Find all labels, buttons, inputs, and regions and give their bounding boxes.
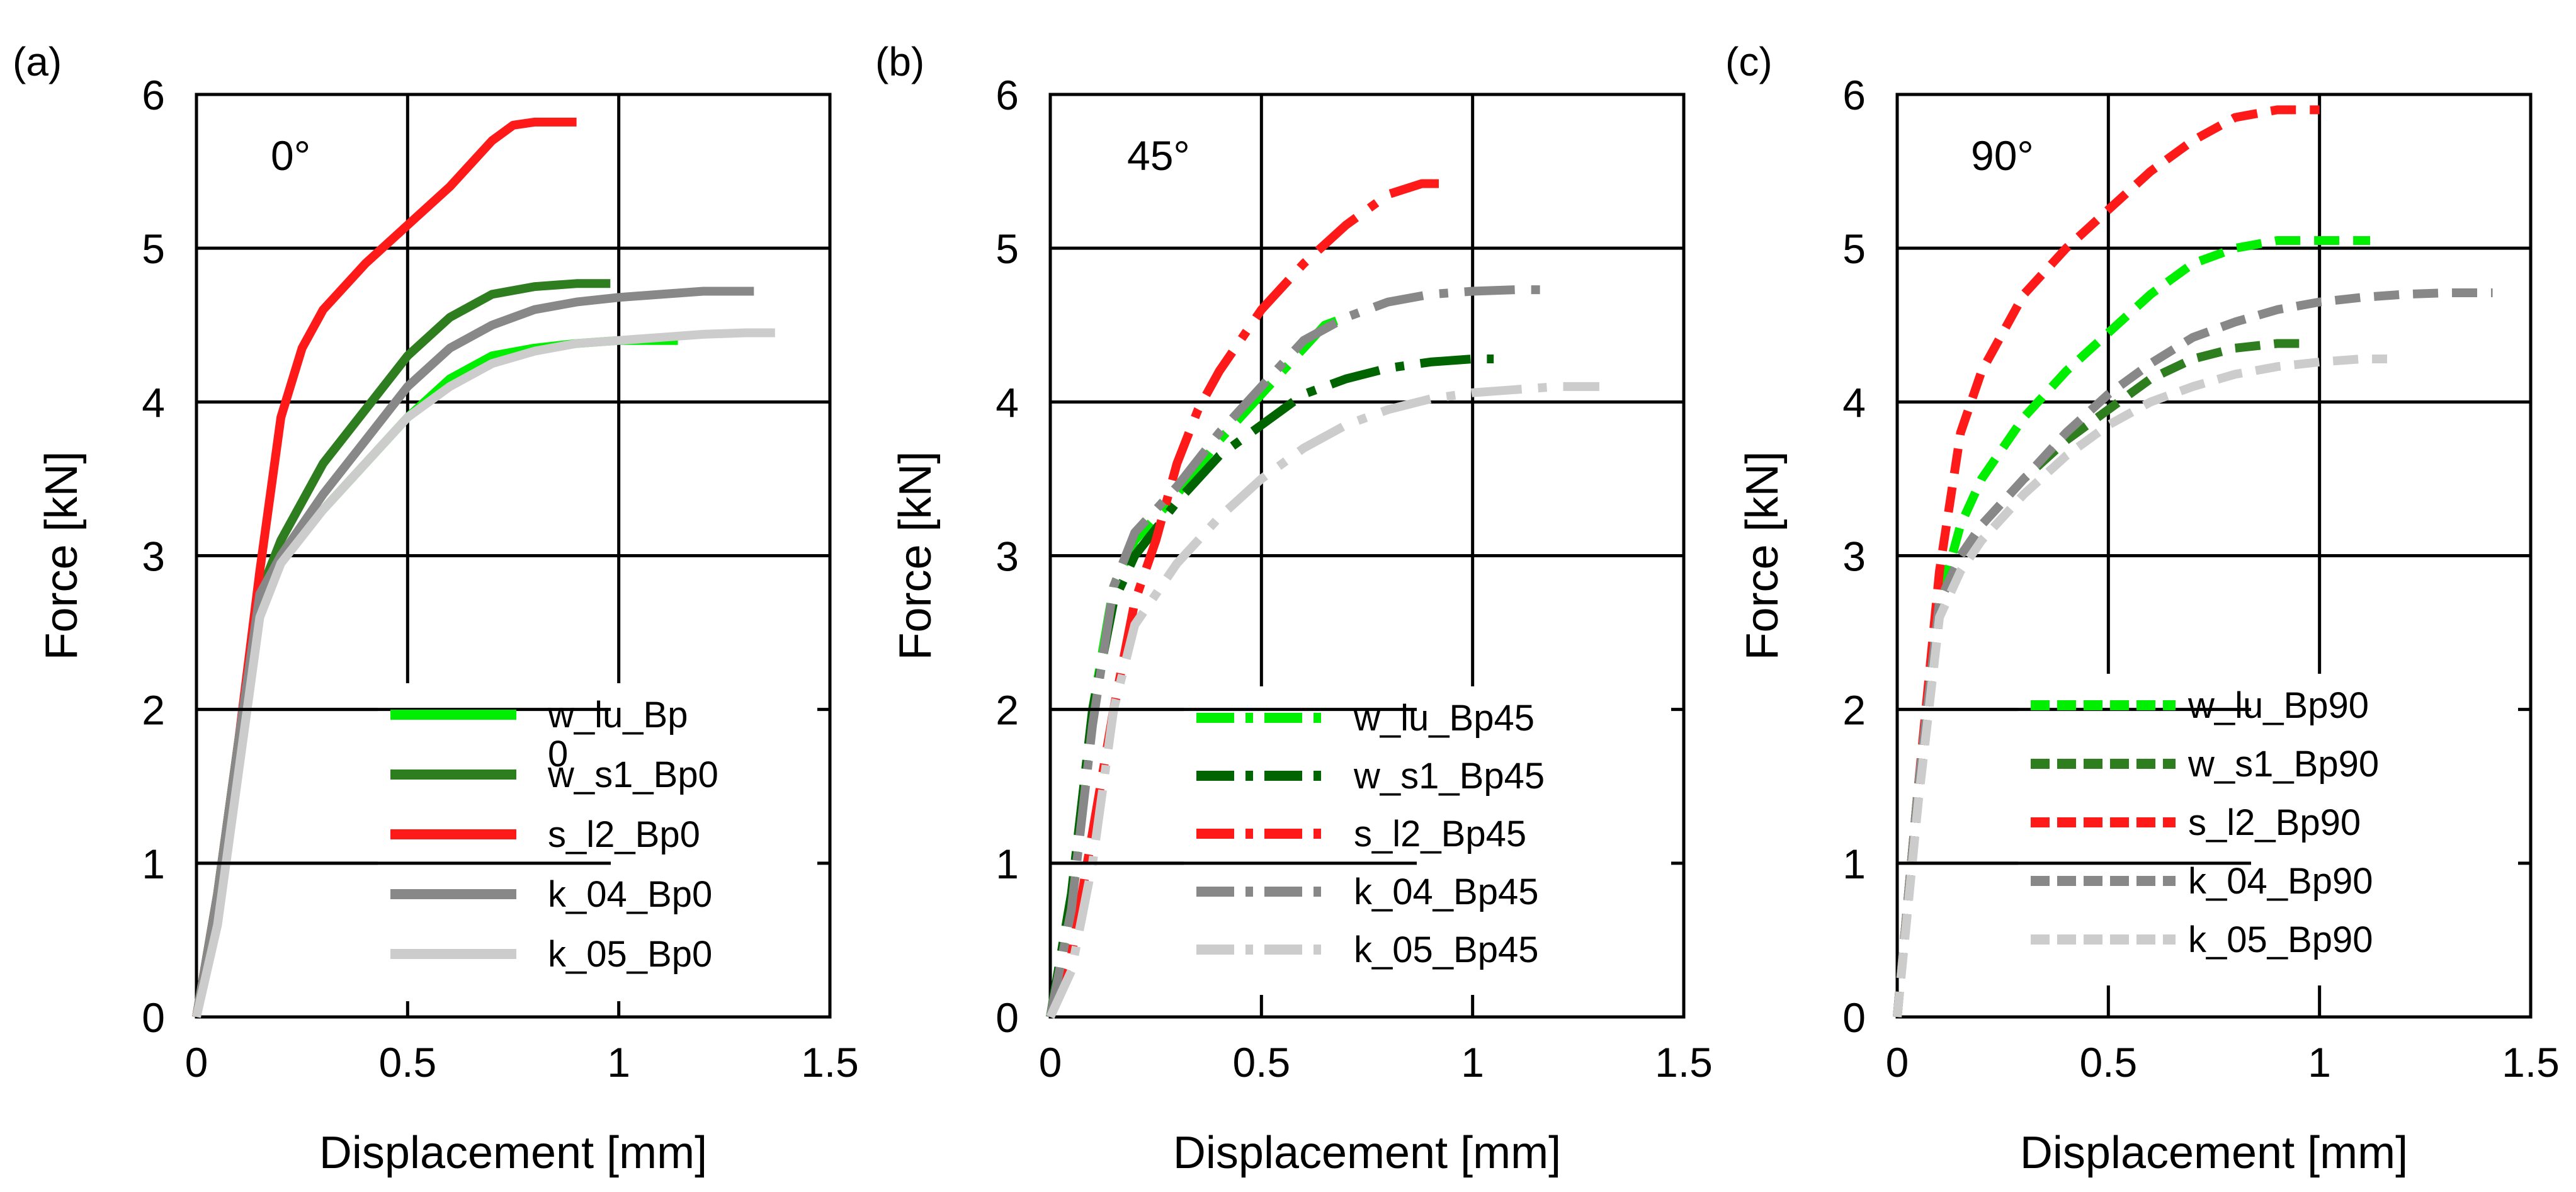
legend-label: w_lu_Bp45 xyxy=(1353,698,1535,739)
y-tick-label: 6 xyxy=(1842,72,1866,118)
y-axis-title: Force [kN] xyxy=(1737,451,1788,660)
series-line-w-s1-bp90 xyxy=(1893,339,2307,1018)
legend-label: k_04_Bp45 xyxy=(1354,871,1538,912)
legend-background xyxy=(2018,674,2518,985)
y-tick-label: 2 xyxy=(996,687,1019,734)
y-tick-label: 0 xyxy=(142,994,165,1041)
series-line-k-04-bp90 xyxy=(1893,288,2493,1018)
y-tick-label: 4 xyxy=(1842,379,1866,426)
series-line-k-05-bp45 xyxy=(1046,382,1599,1019)
x-tick-label: 1.5 xyxy=(1655,1039,1713,1086)
legend-label: k_04_Bp90 xyxy=(2188,861,2373,902)
y-tick-label: 5 xyxy=(1842,225,1866,272)
panel-label: (b) xyxy=(875,39,924,84)
x-axis-title: Displacement [mm] xyxy=(319,1128,707,1178)
x-tick-label: 0 xyxy=(1039,1039,1062,1086)
y-tick-label: 6 xyxy=(142,72,165,118)
x-axis-title: Displacement [mm] xyxy=(2020,1128,2408,1178)
legend-label: k_04_Bp0 xyxy=(548,874,712,915)
y-tick-label: 1 xyxy=(1842,841,1866,887)
chart-panel-2: w_lu_Bp45 w_s1_Bp45 s_l2_Bp45 k_04_Bp45 k_05… xyxy=(875,39,1713,1178)
series-line-s-l2-bp90 xyxy=(1893,105,2320,1018)
chart-panel-3: w_lu_Bp90 w_s1_Bp90 s_l2_Bp90 k_04_Bp90 k_05… xyxy=(1725,39,2560,1178)
legend-background xyxy=(378,683,817,1001)
y-tick-label: 4 xyxy=(996,379,1019,426)
legend-label: w_s1_Bp90 xyxy=(2187,744,2379,785)
x-tick-label: 1 xyxy=(607,1039,630,1086)
x-tick-label: 0.5 xyxy=(2079,1039,2137,1086)
x-tick-label: 0.5 xyxy=(378,1039,436,1086)
angle-label: 90° xyxy=(1971,132,2034,179)
angle-label: 0° xyxy=(271,132,310,179)
series-line-k-04-bp45 xyxy=(1046,285,1540,1018)
y-tick-label: 3 xyxy=(1842,533,1866,580)
legend-label: k_05_Bp90 xyxy=(2188,919,2373,960)
angle-label: 45° xyxy=(1127,132,1190,179)
y-tick-label: 3 xyxy=(142,533,165,580)
x-tick-label: 1 xyxy=(1461,1039,1484,1086)
panel-label: (a) xyxy=(13,39,62,84)
series-line-k-05-bp0 xyxy=(192,328,775,1018)
y-tick-label: 4 xyxy=(142,379,165,426)
legend-background xyxy=(1184,686,1671,995)
x-tick-label: 1.5 xyxy=(2502,1039,2560,1086)
chart-panel-1: w_lu_Bp0w_s1_Bp0s_l2_Bp0k_04_Bp0k_05_Bp0… xyxy=(13,39,859,1178)
y-tick-label: 2 xyxy=(1842,687,1866,734)
y-tick-label: 1 xyxy=(996,841,1019,887)
legend-label: k_05_Bp0 xyxy=(548,934,712,975)
y-tick-label: 2 xyxy=(142,687,165,734)
x-tick-label: 1 xyxy=(2308,1039,2331,1086)
y-tick-label: 5 xyxy=(142,225,165,272)
y-tick-label: 5 xyxy=(996,225,1019,272)
x-tick-label: 0.5 xyxy=(1232,1039,1290,1086)
y-tick-label: 0 xyxy=(1842,994,1866,1041)
y-tick-label: 1 xyxy=(142,841,165,887)
legend-label: w_lu_Bp xyxy=(547,695,688,735)
legend-label-wrap: 0 xyxy=(548,734,568,775)
series-line-w-s1-bp45 xyxy=(1046,355,1494,1018)
y-axis-title: Force [kN] xyxy=(890,451,941,660)
y-tick-label: 6 xyxy=(996,72,1019,118)
legend-label: w_s1_Bp0 xyxy=(547,754,718,795)
legend-label: k_05_Bp45 xyxy=(1354,929,1538,970)
legend-label: s_l2_Bp90 xyxy=(2188,802,2361,843)
legend-label: w_lu_Bp90 xyxy=(2187,685,2369,726)
series-line-k-05-bp90 xyxy=(1893,355,2387,1018)
panel-label: (c) xyxy=(1725,39,1773,84)
x-tick-label: 0 xyxy=(185,1039,208,1086)
x-axis-title: Displacement [mm] xyxy=(1173,1128,1561,1178)
y-axis-title: Force [kN] xyxy=(37,451,87,660)
y-tick-label: 0 xyxy=(996,994,1019,1041)
legend-label: w_s1_Bp45 xyxy=(1353,756,1545,797)
legend-label: s_l2_Bp0 xyxy=(548,814,700,855)
x-tick-label: 1.5 xyxy=(801,1039,859,1086)
legend-label: s_l2_Bp45 xyxy=(1354,814,1526,854)
y-tick-label: 3 xyxy=(996,533,1019,580)
x-tick-label: 0 xyxy=(1886,1039,1909,1086)
